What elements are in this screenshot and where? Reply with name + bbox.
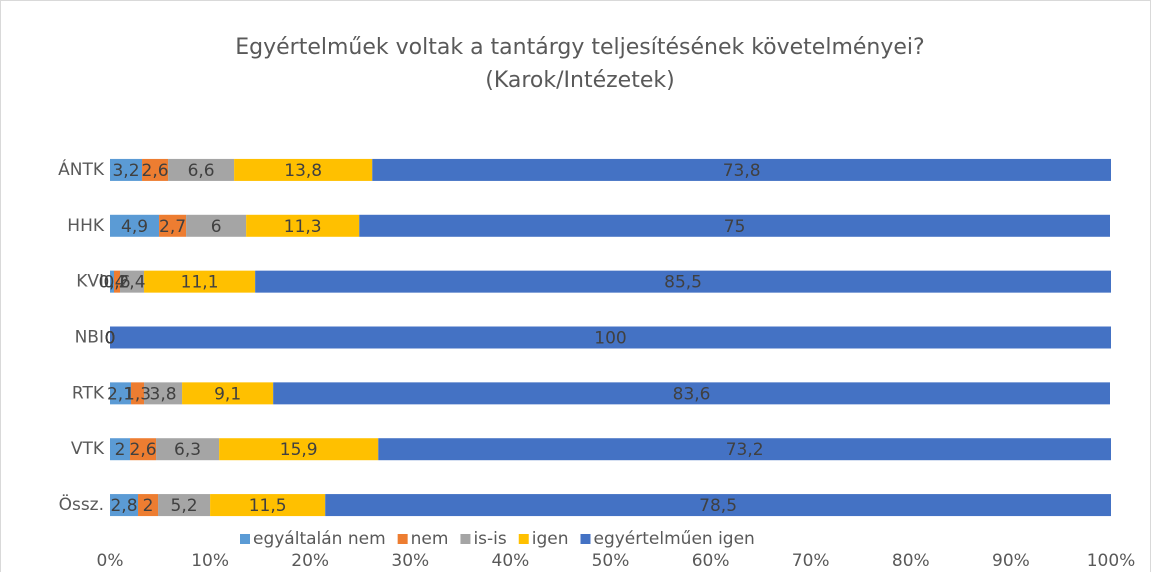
chart-title: (Karok/Intézetek): [485, 68, 674, 93]
bar-segment: [130, 438, 157, 461]
bar-segment: [182, 382, 274, 405]
data-label: 100: [594, 329, 626, 349]
data-label: 0: [105, 329, 116, 349]
bar-segment: [110, 214, 160, 237]
bar-segment: [378, 438, 1111, 461]
bar-segment: [131, 382, 145, 405]
x-tick-label: 10%: [191, 551, 229, 571]
bar-segment: [234, 158, 373, 181]
data-label: 3,2: [112, 161, 139, 181]
legend-swatch: [240, 534, 250, 544]
data-label: 11,1: [181, 273, 219, 293]
x-tick-label: 30%: [391, 551, 429, 571]
bar-segment: [325, 494, 1112, 517]
y-tick-label: VTK: [71, 439, 105, 459]
x-tick-label: 50%: [592, 551, 630, 571]
data-label: 2,6: [142, 161, 169, 181]
y-tick-label: ÁNTK: [58, 158, 105, 180]
chart-title: Egyértelműek voltak a tantárgy teljesíté…: [235, 35, 924, 60]
x-tick-label: 60%: [692, 551, 730, 571]
data-label: 2,6: [130, 440, 157, 460]
legend-swatch: [580, 534, 591, 544]
legend-label: is-is: [473, 529, 506, 549]
legend-swatch: [397, 534, 408, 544]
y-tick-label: KVI: [76, 272, 104, 292]
data-label: 11,3: [284, 217, 322, 237]
bar-segment: [156, 438, 220, 461]
bar-segment: [158, 494, 211, 517]
y-tick-label: RTK: [72, 383, 105, 403]
bar-segment: [138, 494, 159, 517]
bar-segment: [110, 158, 143, 181]
data-label: 6,3: [174, 440, 201, 460]
data-label: 15,9: [280, 440, 318, 460]
data-label: 11,5: [249, 496, 287, 516]
data-label: 6,6: [188, 161, 215, 181]
data-label: 0: [105, 329, 116, 349]
bar-segment: [168, 158, 235, 181]
bar-segment: [210, 494, 326, 517]
bar-segment: [114, 270, 121, 293]
x-tick-label: 20%: [291, 551, 329, 571]
data-label: 85,5: [664, 273, 702, 293]
data-label: 73,8: [723, 161, 761, 181]
bar-segment: [186, 214, 247, 237]
data-label: 5,2: [171, 496, 198, 516]
data-label: 13,8: [284, 161, 322, 181]
data-label: 0,4: [98, 273, 125, 293]
y-tick-label: HHK: [67, 216, 105, 236]
bar-segment: [142, 158, 169, 181]
bar-segment: [110, 326, 1111, 349]
x-tick-label: 70%: [792, 551, 830, 571]
data-label: 2: [143, 496, 154, 516]
data-label: 2,4: [118, 273, 145, 293]
x-tick-label: 40%: [492, 551, 530, 571]
data-label: 2,1: [107, 384, 134, 404]
data-label: 0: [105, 329, 116, 349]
data-label: 75: [724, 217, 746, 237]
y-tick-label: NBI: [75, 328, 104, 348]
data-label: 4,9: [121, 217, 148, 237]
y-tick-label: Össz.: [59, 493, 104, 515]
data-label: 1,3: [124, 384, 151, 404]
data-label: 6: [211, 217, 222, 237]
bar-segment: [246, 214, 360, 237]
bar-segment: [372, 158, 1112, 181]
bar-segment: [273, 382, 1110, 405]
legend-swatch: [460, 534, 471, 544]
bar-segment: [120, 270, 145, 293]
data-label: 3,8: [150, 384, 177, 404]
data-label: 2,7: [159, 217, 186, 237]
data-label: 73,2: [726, 440, 764, 460]
data-label: 0: [105, 329, 116, 349]
legend-swatch: [518, 534, 529, 544]
data-label: 9,1: [214, 384, 241, 404]
legend-label: nem: [411, 529, 449, 549]
x-tick-label: 90%: [992, 551, 1030, 571]
bar-segment: [110, 438, 131, 461]
bar-segment: [255, 270, 1111, 293]
bar-segment: [159, 214, 187, 237]
data-label: 2: [115, 440, 126, 460]
bar-segment: [110, 494, 139, 517]
bar-segment: [144, 270, 256, 293]
bar-segment: [144, 382, 183, 405]
data-label: 0,6: [103, 273, 130, 293]
x-tick-label: 0%: [97, 551, 124, 571]
bar-segment: [359, 214, 1110, 237]
data-label: 78,5: [699, 496, 737, 516]
x-tick-label: 80%: [892, 551, 930, 571]
legend-label: igen: [532, 529, 569, 549]
bar-segment: [110, 270, 115, 293]
data-label: 2,8: [110, 496, 137, 516]
x-tick-label: 100%: [1087, 551, 1136, 571]
bar-segment: [219, 438, 379, 461]
bar-segment: [110, 382, 132, 405]
data-label: 83,6: [673, 384, 711, 404]
legend-label: egyértelműen igen: [594, 529, 755, 549]
legend-label: egyáltalán nem: [253, 529, 386, 549]
